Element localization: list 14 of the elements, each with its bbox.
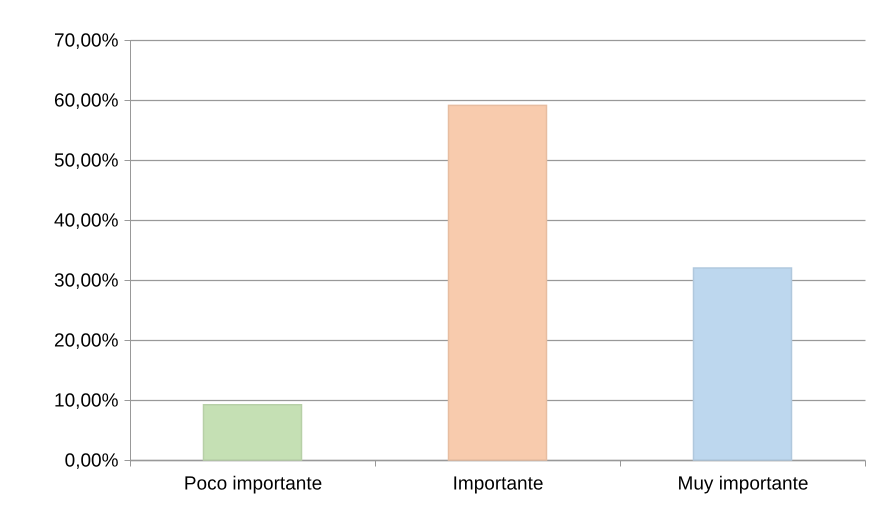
- x-tick-label: Importante: [452, 474, 544, 494]
- y-tick-label: 20,00%: [54, 330, 119, 352]
- y-tick-label: 70,00%: [54, 30, 119, 52]
- x-tick-label: Poco importante: [184, 474, 322, 494]
- y-tick-label: 30,00%: [54, 270, 119, 292]
- bar: [448, 104, 548, 461]
- bar: [692, 267, 792, 461]
- y-tick-label: 50,00%: [54, 150, 119, 172]
- x-tick-label: Muy importante: [678, 474, 808, 494]
- bar: [202, 404, 302, 461]
- y-tick-label: 40,00%: [54, 210, 119, 232]
- y-tick-label: 60,00%: [54, 90, 119, 112]
- y-tick-label: 0,00%: [64, 450, 119, 472]
- y-tick-label: 10,00%: [54, 390, 119, 412]
